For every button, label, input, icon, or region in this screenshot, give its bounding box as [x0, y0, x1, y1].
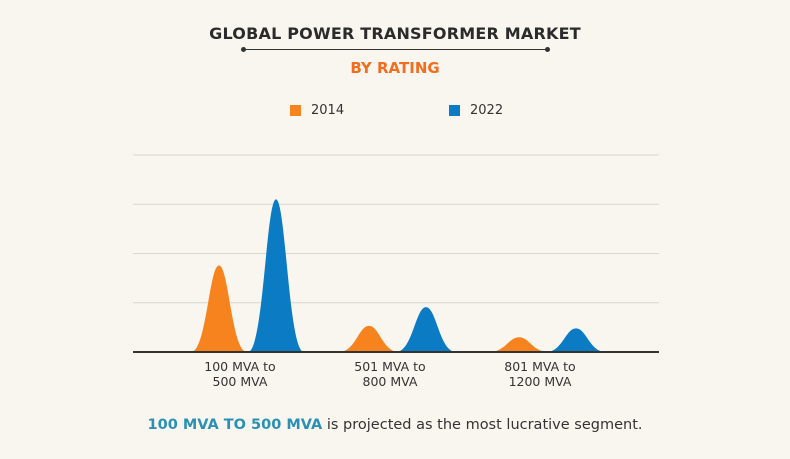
divider-dot-left [241, 47, 246, 52]
footer-note: 100 MVA TO 500 MVA is projected as the m… [0, 417, 790, 433]
legend-label-2022: 2022 [470, 103, 504, 118]
category-label-1: 100 MVA to 500 MVA [170, 359, 310, 389]
category-label-1-line2: 500 MVA [212, 374, 268, 389]
peak-2022-category-3 [546, 328, 606, 352]
category-label-1-line1: 100 MVA to [204, 359, 276, 374]
legend-label-2014: 2014 [311, 103, 345, 118]
legend-item-2022: 2022 [449, 103, 503, 118]
chart-title: GLOBAL POWER TRANSFORMER MARKET [209, 24, 581, 43]
peak-2022-category-2 [396, 307, 456, 352]
category-label-2: 501 MVA to 800 MVA [320, 359, 460, 389]
legend-item-2014: 2014 [290, 103, 344, 118]
title-divider [243, 49, 547, 50]
category-label-2-line2: 800 MVA [362, 374, 418, 389]
peak-2022-category-1 [248, 199, 304, 352]
category-label-3-line2: 1200 MVA [508, 374, 572, 389]
chart-subtitle: BY RATING [350, 59, 440, 77]
peak-2014-category-2 [339, 325, 399, 352]
category-label-2-line1: 501 MVA to [354, 359, 426, 374]
legend-swatch-2022 [449, 105, 460, 116]
peak-2014-category-1 [191, 265, 247, 352]
legend-swatch-2014 [290, 105, 301, 116]
footer-highlight: 100 MVA TO 500 MVA [147, 417, 323, 433]
footer-text: is projected as the most lucrative segme… [322, 417, 643, 433]
category-label-3-line1: 801 MVA to [504, 359, 576, 374]
category-label-3: 801 MVA to 1200 MVA [470, 359, 610, 389]
divider-dot-right [545, 47, 550, 52]
peak-2014-category-3 [489, 337, 549, 352]
